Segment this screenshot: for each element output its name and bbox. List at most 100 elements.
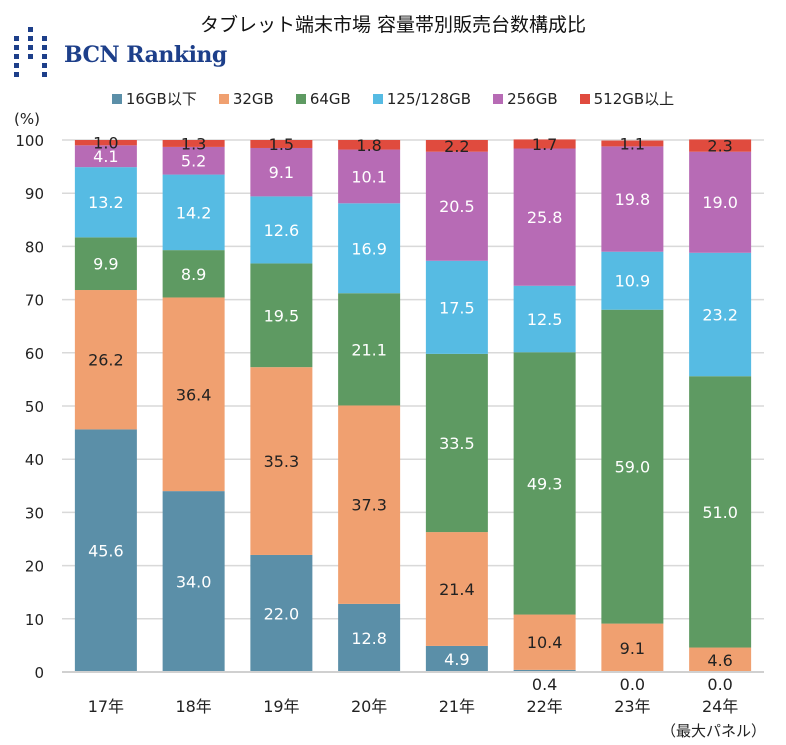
bar-segment: [513, 285, 576, 353]
data-label: 19.0: [702, 193, 738, 212]
legend-swatch: [218, 93, 229, 104]
bar-segment: [162, 297, 225, 492]
data-label: 19.8: [615, 190, 651, 209]
bar-segment: [338, 293, 401, 406]
bar-segment: [513, 669, 576, 672]
x-tick-label: 24年: [702, 697, 738, 716]
bar-segment: [689, 647, 752, 672]
data-label: 0.0: [707, 675, 732, 694]
bar-segment: [74, 145, 137, 168]
data-label: 59.0: [615, 458, 651, 477]
y-tick-label: 100: [15, 132, 44, 150]
logo-text: BCN Ranking: [64, 42, 227, 68]
legend-label: 256GB: [507, 89, 558, 108]
bar-segment: [74, 140, 137, 146]
bar-segment: [425, 532, 488, 646]
y-tick-label: 60: [25, 345, 44, 363]
legend-item: 32GB: [218, 88, 274, 109]
bar-segment: [513, 148, 576, 286]
data-label: 1.3: [181, 134, 206, 153]
bar-segment: [425, 353, 488, 533]
y-tick-label: 30: [25, 504, 44, 522]
bar-segment: [689, 151, 752, 253]
chart-title: タブレット端末市場 容量帯別販売台数構成比: [199, 14, 587, 36]
legend-swatch: [579, 93, 590, 104]
data-label: 34.0: [176, 573, 212, 592]
legend-label: 64GB: [309, 89, 351, 108]
legend-label: 125/128GB: [386, 89, 472, 108]
x-tick-label: 18年: [175, 697, 211, 716]
bar-segment: [338, 603, 401, 672]
x-tick-label: 22年: [526, 697, 562, 716]
data-label: 35.3: [264, 452, 300, 471]
bar-segment: [601, 309, 664, 624]
data-label: 37.3: [351, 496, 387, 515]
bar-segment: [513, 614, 576, 670]
y-tick-label: 90: [25, 185, 44, 203]
bar-segment: [162, 491, 225, 672]
data-label: 10.1: [351, 167, 387, 186]
bar-segment: [250, 367, 313, 555]
data-label: 10.4: [527, 633, 563, 652]
data-label: 1.1: [620, 134, 645, 153]
data-label: 9.9: [93, 255, 118, 274]
y-tick-label: 0: [34, 664, 44, 682]
y-tick-label: 50: [25, 398, 44, 416]
y-tick-label: 80: [25, 238, 44, 256]
data-label: 1.0: [93, 134, 118, 153]
bar-segment: [689, 139, 752, 152]
bar-segment: [162, 174, 225, 251]
data-label: 12.5: [527, 310, 563, 329]
bar-segment: [601, 251, 664, 310]
legend-label: 32GB: [232, 89, 274, 108]
data-label: 9.1: [269, 163, 294, 182]
x-tick-label: 20年: [351, 697, 387, 716]
data-label: 4.9: [444, 650, 469, 669]
data-label: 17.5: [439, 298, 475, 317]
data-label: 20.5: [439, 197, 475, 216]
panel-note: （最大パネル）: [660, 722, 766, 740]
legend-swatch: [295, 93, 306, 104]
bar-segment: [338, 405, 401, 604]
data-label: 0.0: [620, 675, 645, 694]
bar-segment: [689, 376, 752, 648]
data-label: 12.6: [264, 221, 300, 240]
bar-segment: [162, 250, 225, 298]
data-label: 1.7: [532, 135, 557, 154]
bar-segment: [250, 140, 313, 148]
bar-segment: [601, 146, 664, 252]
bar-segment: [601, 623, 664, 672]
bar-segment: [250, 147, 313, 197]
data-label: 14.2: [176, 203, 212, 222]
data-label: 36.4: [176, 385, 212, 404]
data-label: 49.3: [527, 474, 563, 493]
x-tick-label: 17年: [88, 697, 124, 716]
data-label: 21.4: [439, 580, 475, 599]
bar-segment: [601, 140, 664, 147]
bar-segment: [162, 146, 225, 175]
y-tick-label: 20: [25, 558, 44, 576]
data-label: 5.2: [181, 152, 206, 171]
legend-swatch: [111, 93, 122, 104]
data-label: 12.8: [351, 629, 387, 648]
data-label: 4.1: [93, 147, 118, 166]
data-label: 16.9: [351, 239, 387, 258]
data-label: 22.0: [264, 604, 300, 623]
bar-segment: [425, 645, 488, 672]
bar-segment: [513, 139, 576, 149]
data-label: 23.2: [702, 305, 738, 324]
bar-segment: [250, 554, 313, 672]
y-tick-label: 40: [25, 451, 44, 469]
data-label: 1.5: [269, 135, 294, 154]
x-tick-label: 21年: [439, 697, 475, 716]
legend-item: 16GB以下: [111, 88, 197, 109]
bar-segment: [513, 352, 576, 615]
x-tick-label: 23年: [614, 697, 650, 716]
bar-segment: [689, 252, 752, 377]
legend-label: 512GB以上: [593, 90, 675, 108]
data-label: 26.2: [88, 351, 124, 370]
data-label: 9.1: [620, 639, 645, 658]
y-tick-label: 10: [25, 611, 44, 629]
y-tick-label: 70: [25, 292, 44, 310]
